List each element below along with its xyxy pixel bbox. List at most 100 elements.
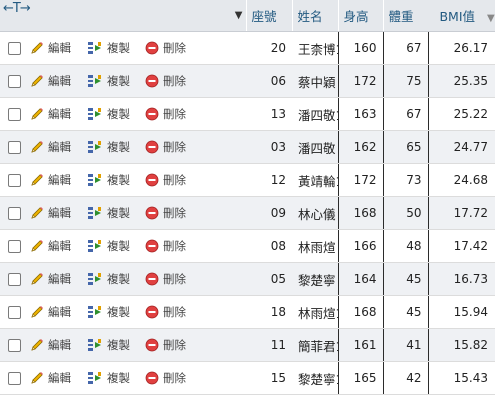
height-cell: 161 — [337, 328, 384, 362]
row-checkbox[interactable] — [8, 207, 21, 220]
copy-button[interactable]: 複製 — [87, 172, 145, 188]
delete-button[interactable]: 刪除 — [145, 337, 202, 353]
row-checkbox-cell — [0, 229, 30, 263]
copy-button[interactable]: 複製 — [87, 139, 145, 155]
row-checkbox[interactable] — [8, 339, 21, 352]
weight-value: 50 — [384, 197, 429, 229]
row-checkbox[interactable] — [8, 306, 21, 319]
delete-label: 刪除 — [163, 272, 186, 286]
bmi-value: 24.77 — [453, 140, 488, 154]
edit-label: 編輯 — [48, 140, 71, 154]
copy-button[interactable]: 複製 — [87, 40, 145, 56]
seat-cell: 12 — [246, 163, 292, 197]
column-nav-arrows[interactable]: ←T→ — [3, 1, 31, 16]
copy-button[interactable]: 複製 — [87, 238, 145, 254]
delete-label: 刪除 — [163, 74, 186, 88]
row-checkbox[interactable] — [8, 240, 21, 253]
delete-button[interactable]: 刪除 — [145, 205, 202, 221]
copy-button[interactable]: 複製 — [87, 73, 145, 89]
edit-button[interactable]: 編輯 — [30, 40, 87, 56]
edit-button[interactable]: 編輯 — [30, 139, 87, 155]
row-checkbox[interactable] — [8, 75, 21, 88]
edit-button[interactable]: 編輯 — [30, 106, 87, 122]
edit-cell: 編輯 — [30, 229, 87, 263]
row-checkbox-cell — [0, 163, 30, 197]
delete-button[interactable]: 刪除 — [145, 106, 202, 122]
row-checkbox[interactable] — [8, 273, 21, 286]
column-header-height[interactable]: 身高 — [337, 0, 383, 32]
delete-cell: 刪除 — [145, 64, 202, 98]
spacer-cell — [202, 130, 246, 164]
delete-button[interactable]: 刪除 — [145, 73, 202, 89]
copy-label: 複製 — [107, 107, 130, 121]
pencil-icon — [31, 141, 43, 153]
row-checkbox[interactable] — [8, 108, 21, 121]
edit-button[interactable]: 編輯 — [30, 271, 87, 287]
column-header-bmi[interactable]: BMI值 — [439, 9, 476, 24]
copy-button[interactable]: 複製 — [87, 271, 145, 287]
row-checkbox[interactable] — [8, 42, 21, 55]
edit-button[interactable]: 編輯 — [30, 370, 87, 386]
delete-button[interactable]: 刪除 — [145, 238, 202, 254]
delete-button[interactable]: 刪除 — [145, 271, 202, 287]
delete-cell: 刪除 — [145, 229, 202, 263]
pencil-icon — [31, 75, 43, 87]
edit-button[interactable]: 編輯 — [30, 337, 87, 353]
copy-icon — [88, 75, 101, 87]
copy-button[interactable]: 複製 — [87, 370, 145, 386]
copy-button[interactable]: 複製 — [87, 106, 145, 122]
weight-value: 48 — [384, 230, 429, 262]
height-cell: 163 — [337, 97, 384, 131]
delete-button[interactable]: 刪除 — [145, 370, 202, 386]
weight-bmi-cell: 67 25.22 — [383, 97, 495, 131]
edit-button[interactable]: 編輯 — [30, 238, 87, 254]
row-checkbox[interactable] — [8, 141, 21, 154]
delete-button[interactable]: 刪除 — [145, 304, 202, 320]
edit-label: 編輯 — [48, 107, 71, 121]
weight-bmi-cell: 48 17.42 — [383, 229, 495, 263]
results-table: ←T→ ▼ 座號 姓名 身高 體重 BMI值 ▼ 1 編輯 — [0, 0, 495, 395]
copy-icon — [88, 207, 101, 219]
edit-button[interactable]: 編輯 — [30, 304, 87, 320]
edit-label: 編輯 — [48, 239, 71, 253]
edit-cell: 編輯 — [30, 361, 87, 395]
row-checkbox-cell — [0, 196, 30, 230]
name-cell: 林心儀 — [292, 196, 338, 230]
column-header-bmi-cell[interactable]: 體重 BMI值 ▼ 1 — [382, 0, 495, 32]
delete-button[interactable]: 刪除 — [145, 40, 202, 56]
height-cell: 168 — [337, 196, 384, 230]
column-header-seat[interactable]: 座號 — [245, 0, 292, 32]
delete-cell: 刪除 — [145, 328, 202, 362]
copy-button[interactable]: 複製 — [87, 205, 145, 221]
copy-label: 複製 — [107, 173, 130, 187]
copy-cell: 複製 — [87, 97, 145, 131]
name-cell: 黎楚寧 — [292, 262, 338, 296]
seat-cell: 09 — [246, 196, 292, 230]
row-checkbox-cell — [0, 130, 30, 164]
edit-button[interactable]: 編輯 — [30, 73, 87, 89]
column-header-weight[interactable]: 體重 — [388, 9, 414, 24]
delete-button[interactable]: 刪除 — [145, 172, 202, 188]
column-header-name[interactable]: 姓名 — [291, 0, 338, 32]
copy-button[interactable]: 複製 — [87, 304, 145, 320]
copy-label: 複製 — [107, 338, 130, 352]
spacer-cell — [202, 97, 246, 131]
delete-button[interactable]: 刪除 — [145, 139, 202, 155]
weight-bmi-cell: 45 16.73 — [383, 262, 495, 296]
row-checkbox[interactable] — [8, 174, 21, 187]
options-dropdown-triangle[interactable]: ▼ — [234, 10, 243, 21]
delete-cell: 刪除 — [145, 163, 202, 197]
edit-button[interactable]: 編輯 — [30, 172, 87, 188]
weight-value: 67 — [384, 98, 429, 130]
spacer-cell — [202, 328, 246, 362]
table-row: 編輯 複製 刪除 — [0, 31, 495, 65]
copy-button[interactable]: 複製 — [87, 337, 145, 353]
delete-cell: 刪除 — [145, 295, 202, 329]
weight-value: 41 — [384, 329, 429, 361]
edit-button[interactable]: 編輯 — [30, 205, 87, 221]
row-checkbox[interactable] — [8, 372, 21, 385]
table-row: 編輯 複製 刪除 — [0, 196, 495, 230]
